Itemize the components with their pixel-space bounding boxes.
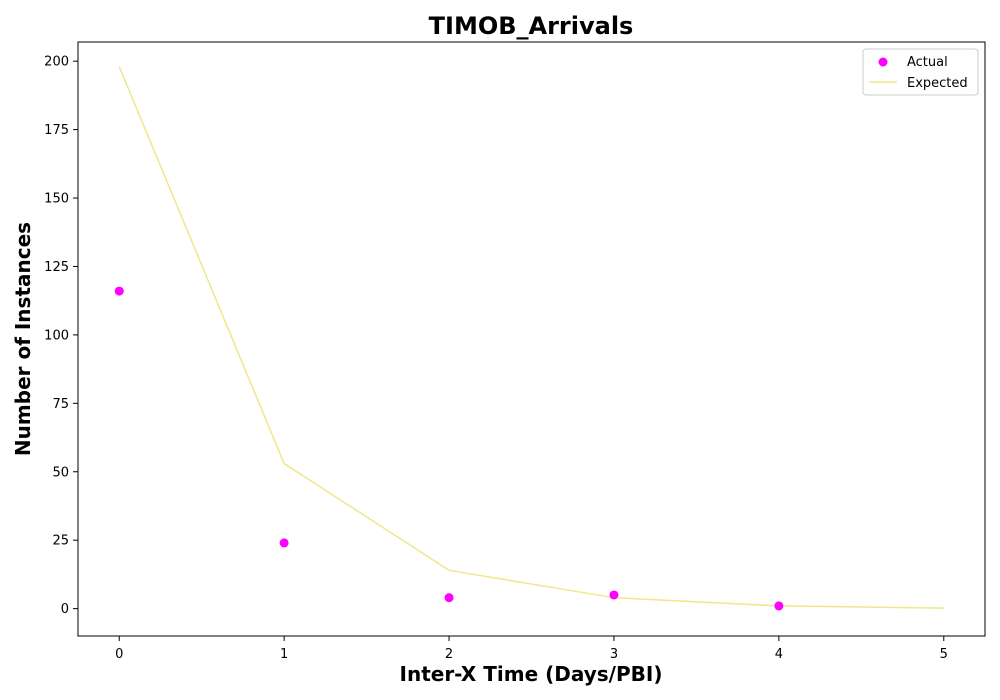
y-tick-label: 75 <box>52 397 69 412</box>
series-actual-point <box>279 538 289 548</box>
x-axis: 0 1 2 3 4 5 <box>115 636 948 662</box>
series-actual-point <box>114 286 124 296</box>
legend-label-expected: Expected <box>907 76 968 91</box>
plot-frame <box>77 41 986 637</box>
x-tick-label: 4 <box>775 647 783 662</box>
x-tick-label: 2 <box>445 647 453 662</box>
y-tick-label: 0 <box>61 602 69 617</box>
y-tick-label: 125 <box>44 260 69 275</box>
y-tick-label: 200 <box>44 55 69 70</box>
series-actual-point <box>609 590 619 600</box>
x-tick-label: 1 <box>280 647 288 662</box>
y-tick-label: 25 <box>52 534 69 549</box>
y-tick-label: 100 <box>44 328 69 343</box>
x-tick-label: 3 <box>610 647 618 662</box>
y-tick-label: 175 <box>44 123 69 138</box>
y-axis-label: Number of Instances <box>11 222 35 456</box>
legend-marker-actual <box>878 57 888 67</box>
x-tick-label: 0 <box>115 647 123 662</box>
y-axis: 0 25 50 75 100 125 150 175 200 <box>44 55 78 617</box>
series-actual-point <box>444 593 454 603</box>
x-axis-label: Inter-X Time (Days/PBI) <box>400 662 663 686</box>
legend-label-actual: Actual <box>907 55 948 70</box>
x-tick-label: 5 <box>940 647 948 662</box>
legend: Actual Expected <box>862 48 979 96</box>
plot-area <box>114 66 944 611</box>
series-actual-point <box>774 601 784 611</box>
legend-box <box>862 48 979 96</box>
chart-title: TIMOB_Arrivals <box>429 12 634 40</box>
y-tick-label: 50 <box>52 465 69 480</box>
y-tick-label: 150 <box>44 192 69 207</box>
series-expected-line <box>118 66 944 609</box>
